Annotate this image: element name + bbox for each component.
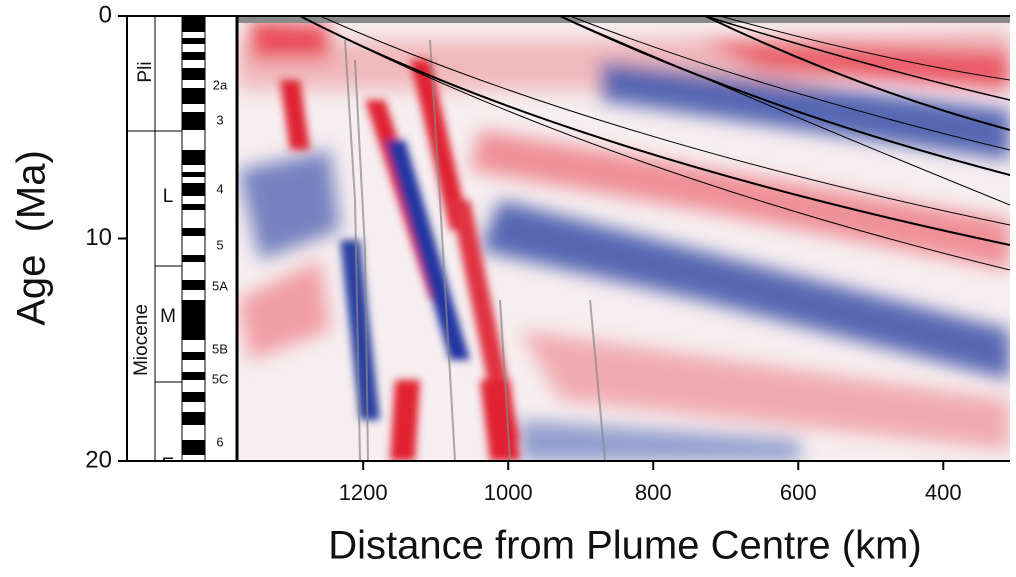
polarity-band	[182, 300, 205, 340]
polarity-band	[182, 352, 205, 360]
y-tick-label: 20	[85, 446, 112, 473]
subepoch-label: L	[163, 186, 174, 207]
polarity-band	[182, 255, 205, 262]
chron-label: 5C	[212, 371, 229, 386]
chron-label: 6	[216, 434, 223, 449]
x-axis-label: Distance from Plume Centre (km)	[328, 524, 921, 568]
y-tick-label: 10	[85, 224, 112, 251]
chron-label: 2a	[213, 77, 228, 92]
polarity-band	[182, 68, 205, 80]
x-tick-label: 600	[780, 480, 817, 505]
y-axis-label: Age (Ma)	[10, 150, 54, 326]
epoch-label: Pli	[135, 61, 156, 82]
chron-label: 5	[216, 237, 223, 252]
polarity-band	[182, 372, 205, 380]
chron-label: 5A	[212, 278, 228, 293]
subepoch-label: E	[162, 455, 175, 476]
polarity-band	[182, 440, 205, 455]
x-tick-label: 400	[925, 480, 962, 505]
heatmap	[238, 16, 1010, 461]
polarity-band	[182, 88, 205, 104]
x-tick-label: 800	[635, 480, 672, 505]
polarity-band	[182, 204, 205, 210]
chron-label: 3	[216, 112, 223, 127]
chron-label: 5B	[212, 341, 228, 356]
polarity-band	[182, 38, 205, 44]
polarity-band	[182, 392, 205, 402]
polarity-band	[182, 412, 205, 425]
subepoch-label: M	[160, 306, 176, 327]
polarity-band	[182, 228, 205, 236]
chron-label: 4	[216, 181, 223, 196]
polarity-band	[182, 183, 205, 196]
polarity-band	[182, 172, 205, 177]
polarity-band	[182, 52, 205, 60]
x-tick-label: 1200	[339, 480, 388, 505]
polarity-band	[182, 280, 205, 290]
epoch-label: Miocene	[131, 304, 152, 376]
y-tick-label: 0	[99, 1, 112, 28]
polarity-band	[182, 16, 205, 32]
polarity-band	[182, 150, 205, 165]
timescale: Pli Miocene L M E	[127, 16, 237, 476]
x-tick-label: 1000	[484, 480, 533, 505]
polarity-band	[182, 112, 205, 130]
